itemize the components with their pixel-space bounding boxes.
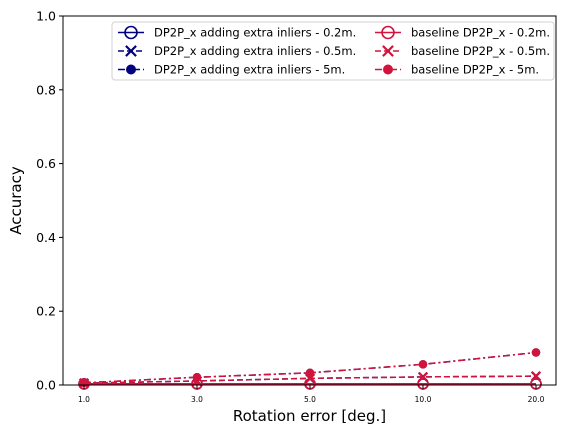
data-point — [531, 348, 541, 357]
y-tick-label: 0.2 — [36, 304, 56, 319]
legend-item: DP2P_x adding extra inliers - 0.2m. — [118, 26, 356, 40]
legend-item: DP2P_x adding extra inliers - 0.5m. — [118, 44, 356, 58]
y-tick-label: 0.6 — [36, 156, 56, 171]
legend-marker — [124, 25, 138, 40]
data-point — [192, 373, 202, 382]
legend-label: baseline DP2P_x - 0.2m. — [411, 26, 550, 40]
x-tick-label: 3.0 — [191, 395, 203, 404]
legend-label: DP2P_x adding extra inliers - 0.2m. — [154, 26, 356, 40]
series-3 — [79, 348, 541, 388]
x-tick-label: 20.0 — [528, 395, 545, 404]
y-tick-label: 1.0 — [36, 9, 56, 24]
legend-item: baseline DP2P_x - 0.5m. — [375, 44, 550, 58]
series-6 — [79, 348, 541, 388]
data-point — [417, 371, 429, 382]
legend-marker — [126, 64, 136, 75]
y-axis-label: Accuracy — [7, 166, 25, 235]
legend-marker — [382, 45, 394, 57]
data-point — [530, 371, 542, 382]
legend-item: DP2P_x adding extra inliers - 5m. — [118, 63, 345, 77]
legend-label: baseline DP2P_x - 5m. — [411, 63, 539, 77]
legend-marker — [125, 45, 137, 57]
data-point — [305, 368, 315, 378]
data-point — [418, 360, 428, 369]
legend-marker — [383, 64, 393, 75]
legend-label: baseline DP2P_x - 0.5m. — [411, 44, 550, 58]
y-tick-label: 0.4 — [36, 230, 56, 245]
y-tick-label: 0.0 — [36, 378, 56, 393]
y-tick-label: 0.8 — [36, 82, 56, 97]
x-tick-label: 1.0 — [78, 395, 90, 404]
x-tick-label: 5.0 — [304, 395, 316, 404]
legend-box — [111, 21, 555, 81]
legend-label: DP2P_x adding extra inliers - 0.5m. — [154, 44, 356, 58]
legend-marker — [381, 25, 395, 40]
x-axis-label: Rotation error [deg.] — [233, 407, 386, 425]
legend-item: baseline DP2P_x - 0.2m. — [375, 26, 550, 40]
legend-item: baseline DP2P_x - 5m. — [375, 63, 539, 77]
series-layer — [78, 348, 542, 390]
x-axis: 1.0 3.0 5.0 10.0 20.0 — [78, 385, 545, 404]
y-axis: 0.0 0.2 0.4 0.6 0.8 1.0 — [36, 9, 63, 393]
legend: DP2P_x adding extra inliers - 0.2m. DP2P_… — [111, 21, 555, 81]
x-tick-label: 10.0 — [415, 395, 432, 404]
legend-label: DP2P_x adding extra inliers - 5m. — [154, 63, 345, 77]
